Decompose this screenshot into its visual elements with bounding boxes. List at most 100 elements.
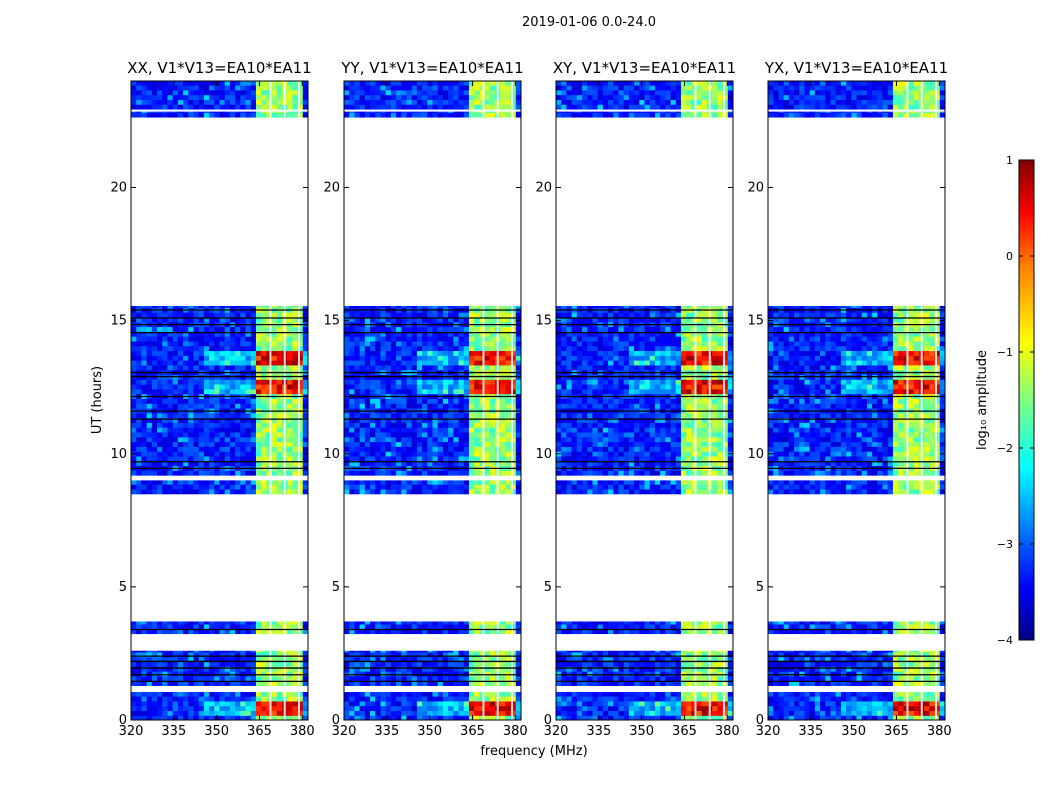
heatmap-cell: [411, 455, 418, 462]
heatmap-cell: [515, 350, 521, 356]
heatmap-cell: [297, 675, 304, 682]
heatmap-cell: [623, 710, 630, 716]
heatmap-cell: [505, 364, 512, 371]
heatmap-cell: [489, 705, 496, 712]
heatmap-cell: [427, 696, 434, 702]
heatmap-cell: [468, 312, 475, 318]
heatmap-cell: [245, 336, 252, 342]
heatmap-cell: [349, 360, 356, 366]
heatmap-cell: [292, 488, 299, 495]
heatmap-cell: [131, 488, 137, 495]
heatmap-cell: [203, 112, 210, 118]
heatmap-cell: [214, 480, 221, 485]
heatmap-cell: [396, 403, 402, 409]
heatmap-cell: [224, 661, 231, 667]
heatmap-cell: [302, 436, 308, 443]
heatmap-cell: [276, 484, 283, 490]
heatmap-cell: [141, 336, 148, 342]
heatmap-cell: [214, 455, 221, 462]
heatmap-cell: [364, 305, 371, 308]
heatmap-cell: [416, 671, 423, 677]
heatmap-cell: [193, 326, 200, 332]
heatmap-cell: [576, 700, 583, 707]
heatmap-cell: [250, 94, 257, 100]
heatmap-cell: [602, 675, 609, 682]
heatmap-cell: [349, 383, 356, 390]
heatmap-cell: [214, 446, 221, 452]
heatmap-cell: [235, 336, 241, 342]
heatmap-cell: [385, 417, 392, 423]
heatmap-cell: [250, 484, 257, 490]
heatmap-cell: [474, 379, 480, 385]
heatmap-cell: [566, 705, 573, 712]
heatmap-cell: [188, 710, 195, 716]
heatmap-cell: [349, 715, 356, 720]
heatmap-cell: [214, 81, 221, 86]
heatmap-cell: [302, 431, 308, 438]
heatmap-cell: [665, 671, 672, 677]
heatmap-cell: [474, 675, 480, 682]
heatmap-cell: [224, 312, 231, 318]
heatmap-cell: [245, 312, 252, 318]
heatmap-cell: [411, 451, 418, 457]
heatmap-cell: [474, 710, 480, 716]
heatmap-cell: [364, 656, 371, 663]
heatmap-cell: [649, 705, 656, 712]
heatmap-cell: [505, 412, 512, 419]
heatmap-cell: [416, 403, 423, 409]
heatmap-cell: [354, 383, 361, 390]
heatmap-cell: [359, 336, 366, 342]
heatmap-cell: [224, 623, 231, 630]
heatmap-cell: [146, 436, 153, 443]
heatmap-cell: [453, 94, 460, 100]
heatmap-cell: [177, 628, 184, 635]
heatmap-cell: [240, 621, 247, 625]
heatmap-cell: [136, 455, 143, 462]
heatmap-cell: [287, 104, 293, 110]
heatmap-cell: [162, 488, 169, 495]
heatmap-cell: [235, 326, 241, 332]
heatmap-cell: [364, 398, 371, 404]
heatmap-cell: [437, 350, 444, 356]
heatmap-cell: [556, 710, 562, 716]
heatmap-cell: [261, 84, 267, 91]
heatmap-cell: [219, 710, 226, 716]
heatmap-cell: [198, 488, 205, 495]
heatmap-cell: [183, 446, 189, 452]
heatmap-cell: [670, 650, 677, 653]
heatmap-cell: [474, 715, 480, 720]
heatmap-cell: [432, 312, 439, 318]
heatmap-cell: [380, 398, 387, 404]
heatmap-cell: [468, 403, 475, 409]
heatmap-cell: [203, 305, 210, 308]
heatmap-cell: [468, 331, 475, 337]
heatmap-cell: [266, 680, 273, 686]
heatmap-cell: [474, 360, 480, 366]
heatmap-cell: [271, 696, 278, 702]
heatmap-cell: [250, 715, 257, 720]
heatmap-cell: [203, 388, 210, 395]
heatmap-cell: [411, 446, 418, 452]
heatmap-cell: [665, 628, 672, 635]
heatmap-cell: [406, 628, 413, 635]
heatmap-cell: [229, 412, 236, 419]
heatmap-cell: [255, 112, 262, 118]
heatmap-cell: [592, 650, 599, 653]
heatmap-cell: [271, 656, 278, 663]
heatmap-cell: [401, 650, 408, 653]
heatmap-cell: [198, 355, 205, 361]
heatmap-cell: [665, 696, 672, 702]
heatmap-cell: [146, 441, 153, 447]
heatmap-cell: [203, 710, 210, 716]
heatmap-cell: [396, 345, 402, 352]
heatmap-cell: [587, 692, 594, 697]
panel-frame: [343, 80, 522, 721]
heatmap-cell: [354, 350, 361, 356]
heatmap-cell: [131, 403, 137, 409]
heatmap-cell: [203, 671, 210, 677]
heatmap-cell: [214, 94, 221, 100]
heatmap-cell: [370, 621, 376, 625]
heatmap-cell: [224, 316, 231, 323]
heatmap-cell: [344, 388, 350, 395]
heatmap-cell: [411, 666, 418, 672]
